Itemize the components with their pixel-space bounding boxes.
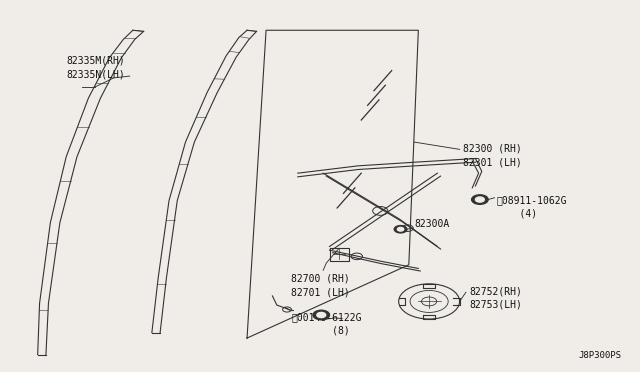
Text: 82335M(RH)
82335N(LH): 82335M(RH) 82335N(LH) — [66, 56, 125, 79]
Text: ⓝ08911-1062G
    (4): ⓝ08911-1062G (4) — [497, 195, 567, 218]
Circle shape — [317, 312, 326, 318]
Text: 82300 (RH)
82301 (LH): 82300 (RH) 82301 (LH) — [463, 144, 522, 167]
Text: 82300A: 82300A — [414, 219, 449, 230]
Circle shape — [394, 225, 407, 233]
Text: ⒳00146-6122G
       (8): ⒳00146-6122G (8) — [291, 312, 362, 336]
Circle shape — [397, 227, 404, 231]
Circle shape — [476, 197, 484, 202]
Circle shape — [313, 310, 330, 320]
Circle shape — [472, 195, 488, 204]
Text: 82752(RH)
82753(LH): 82752(RH) 82753(LH) — [469, 287, 522, 310]
Text: J8P300PS: J8P300PS — [579, 351, 621, 360]
Text: 82700 (RH)
82701 (LH): 82700 (RH) 82701 (LH) — [291, 274, 350, 297]
